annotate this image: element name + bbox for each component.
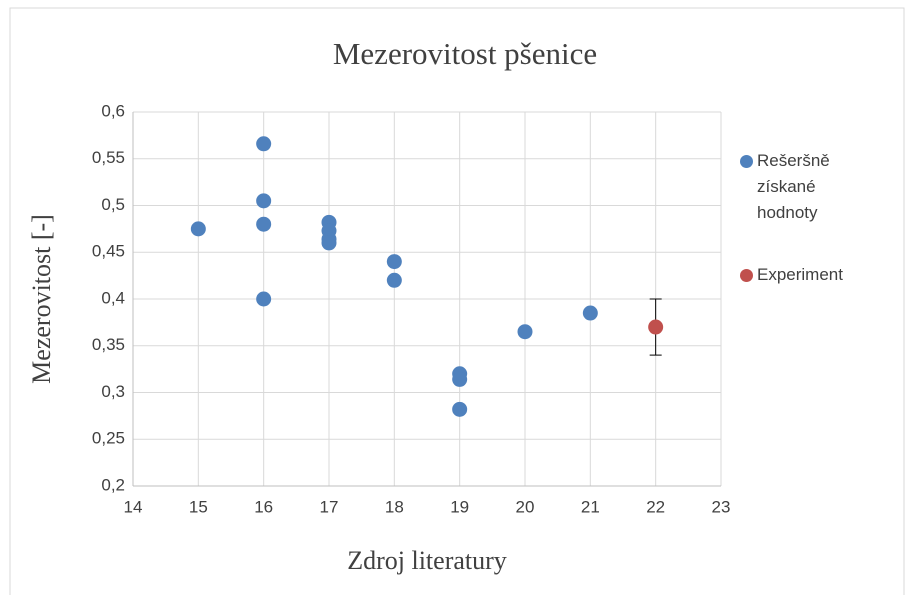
y-tick-label: 0,35 [92,335,125,354]
y-tick-label: 0,45 [92,242,125,261]
point [190,221,206,237]
legend-item: Rešeršně získané hodnoty [740,148,870,226]
y-tick-label: 0,6 [101,101,125,120]
y-tick-label: 0,55 [92,148,125,167]
y-tick-label: 0,3 [101,382,125,401]
legend-label: Rešeršně získané hodnoty [757,151,830,222]
x-tick-label: 21 [581,497,600,516]
point [386,254,402,270]
y-axis-label: Mezerovitost [-] [27,214,56,384]
chart-border [9,7,905,595]
legend-item: Experiment [740,262,870,288]
x-tick-label: 22 [646,497,665,516]
point [582,305,598,321]
point [256,291,272,307]
point [321,235,337,251]
point [386,272,402,288]
x-axis-label: Zdroj literatury [347,546,507,575]
x-tick-label: 14 [124,497,143,516]
x-tick-label: 23 [712,497,731,516]
point [256,193,272,209]
y-tick-label: 0,2 [101,475,125,494]
y-tick-label: 0,4 [101,288,125,307]
x-tick-label: 19 [450,497,469,516]
point [256,136,272,152]
y-tick-label: 0,25 [92,429,125,448]
point [452,371,468,387]
point [648,319,664,335]
point [517,324,533,340]
x-tick-label: 15 [189,497,208,516]
legend-label: Experiment [757,265,843,284]
x-tick-label: 20 [516,497,535,516]
x-tick-label: 18 [385,497,404,516]
point [256,216,272,232]
legend-marker [740,155,753,168]
y-tick-label: 0,5 [101,195,125,214]
chart-title: Mezerovitost pšenice [333,36,597,71]
legend-marker [740,269,753,282]
legend: Rešeršně získané hodnoty Experiment [740,148,870,324]
x-tick-label: 16 [254,497,273,516]
point [452,401,468,417]
x-tick-label: 17 [320,497,339,516]
